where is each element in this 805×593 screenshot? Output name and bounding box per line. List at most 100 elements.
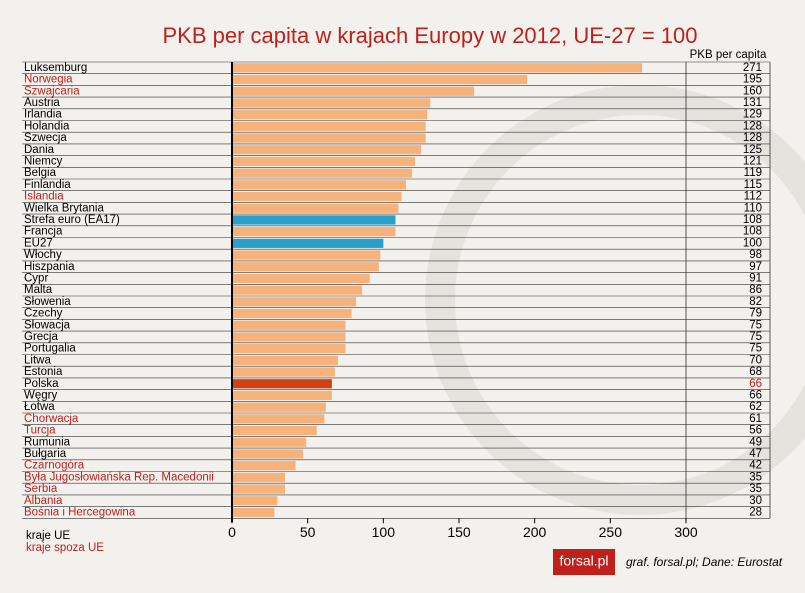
category-label: Szwecja bbox=[24, 132, 67, 144]
bar bbox=[232, 402, 326, 412]
bar bbox=[232, 262, 379, 272]
category-label: Islandia bbox=[24, 191, 64, 203]
bar bbox=[232, 449, 304, 459]
value-label: 112 bbox=[744, 191, 762, 203]
value-label: 128 bbox=[743, 120, 762, 132]
bar bbox=[232, 74, 528, 85]
legend-label: kraje UE bbox=[26, 530, 70, 542]
category-label: Hiszpania bbox=[24, 261, 75, 273]
category-label: Czarnogóra bbox=[24, 460, 85, 472]
bar bbox=[232, 191, 402, 202]
category-label: Polska bbox=[24, 378, 59, 390]
bar bbox=[232, 63, 643, 73]
category-label: Belgia bbox=[24, 167, 57, 179]
value-label: 129 bbox=[743, 109, 762, 121]
category-label: Rumunia bbox=[24, 436, 71, 448]
value-column-title: PKB per capita bbox=[690, 49, 767, 61]
value-label: 70 bbox=[749, 354, 762, 366]
value-label: 75 bbox=[749, 319, 762, 331]
category-label: Chorwacja bbox=[24, 413, 79, 425]
bar bbox=[232, 320, 346, 330]
category-label: EU27 bbox=[24, 237, 53, 249]
bar bbox=[232, 332, 346, 342]
bar bbox=[232, 110, 428, 120]
category-label: Włochy bbox=[24, 249, 62, 261]
category-label: Portugalia bbox=[24, 343, 76, 355]
category-label: Austria bbox=[24, 97, 60, 109]
bar bbox=[232, 98, 431, 108]
value-label: 128 bbox=[743, 132, 762, 144]
bar bbox=[232, 425, 317, 436]
value-label: 91 bbox=[749, 272, 762, 284]
category-label: Łotwa bbox=[24, 401, 55, 413]
bar bbox=[232, 507, 275, 518]
value-label: 35 bbox=[749, 483, 762, 495]
logo-box bbox=[553, 549, 615, 575]
value-label: 115 bbox=[744, 179, 762, 191]
bar bbox=[232, 379, 332, 389]
category-label: Luksemburg bbox=[24, 62, 87, 74]
category-label: Estonia bbox=[24, 366, 63, 378]
category-label: Bułgaria bbox=[24, 448, 67, 460]
bar bbox=[232, 203, 399, 213]
category-label: Serbia bbox=[24, 483, 58, 495]
bar bbox=[232, 86, 475, 96]
bar bbox=[232, 156, 416, 167]
value-label: 98 bbox=[749, 249, 762, 261]
category-label: Francja bbox=[24, 226, 63, 238]
bar bbox=[232, 215, 396, 225]
category-label: Dania bbox=[24, 144, 55, 156]
value-label: 75 bbox=[749, 343, 762, 355]
category-label: Bośnia i Hercegowina bbox=[24, 506, 136, 518]
value-label: 271 bbox=[743, 62, 762, 74]
value-label: 121 bbox=[743, 155, 762, 167]
value-label: 110 bbox=[744, 202, 762, 214]
bar bbox=[232, 496, 278, 506]
bar bbox=[232, 121, 426, 131]
bar bbox=[232, 472, 285, 482]
category-label: Wielka Brytania bbox=[24, 202, 104, 214]
value-label: 86 bbox=[749, 284, 762, 296]
value-label: 160 bbox=[743, 85, 762, 97]
category-label: Była Jugosłowiańska Rep. Macedonii bbox=[24, 471, 214, 483]
category-label: Holandia bbox=[24, 120, 70, 132]
value-label: 62 bbox=[749, 401, 762, 413]
value-label: 108 bbox=[743, 214, 762, 226]
background-coin bbox=[425, 85, 805, 515]
source: graf. forsal.pl; Dane: Eurostat bbox=[626, 555, 783, 569]
logo: forsal.pl bbox=[559, 553, 608, 569]
value-label: 49 bbox=[749, 436, 762, 448]
category-label: Litwa bbox=[24, 354, 51, 366]
bar bbox=[232, 355, 338, 365]
x-tick-label: 150 bbox=[447, 524, 471, 540]
bar bbox=[232, 285, 363, 295]
bar bbox=[232, 484, 285, 494]
value-label: 61 bbox=[749, 413, 762, 425]
value-label: 66 bbox=[749, 378, 762, 390]
category-label: Cypr bbox=[24, 272, 48, 284]
value-label: 30 bbox=[749, 495, 762, 507]
bar bbox=[232, 461, 296, 471]
bar bbox=[232, 250, 381, 260]
value-label: 68 bbox=[749, 366, 762, 378]
bar bbox=[232, 238, 384, 248]
bar bbox=[232, 437, 307, 447]
category-label: Turcja bbox=[24, 425, 56, 437]
category-label: Strefa euro (EA17) bbox=[24, 214, 120, 226]
bar bbox=[232, 344, 346, 354]
value-label: 195 bbox=[743, 74, 762, 86]
category-label: Szwajcaria bbox=[24, 85, 80, 97]
category-label: Słowenia bbox=[24, 296, 71, 308]
bar bbox=[232, 180, 407, 190]
category-label: Węgry bbox=[24, 389, 57, 401]
value-label: 125 bbox=[743, 144, 762, 156]
value-label: 56 bbox=[749, 425, 762, 437]
value-label: 100 bbox=[743, 237, 762, 249]
value-label: 119 bbox=[744, 167, 762, 179]
category-label: Słowacja bbox=[24, 319, 71, 331]
category-label: Irlandia bbox=[24, 109, 62, 121]
category-label: Niemcy bbox=[24, 155, 63, 167]
value-label: 82 bbox=[749, 296, 762, 308]
bar bbox=[232, 390, 332, 401]
